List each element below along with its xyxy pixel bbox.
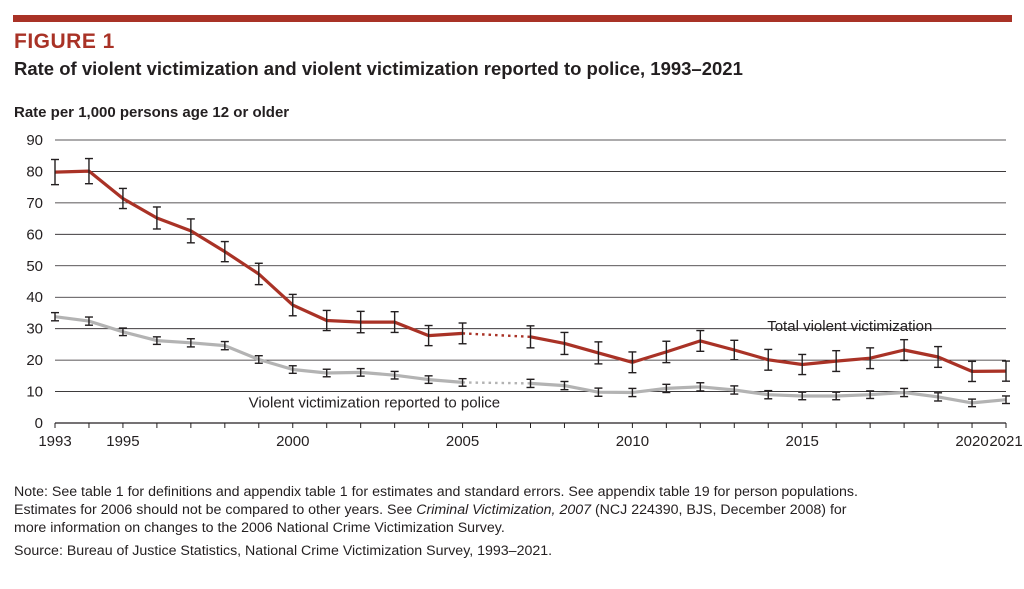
note-line-1: Note: See table 1 for definitions and ap… bbox=[14, 484, 858, 500]
x-tick-label-1995: 1995 bbox=[106, 433, 139, 450]
x-tick-label-2000: 2000 bbox=[276, 433, 309, 450]
line-chart: 0 10 20 30 40 50 60 70 80 90 1993 1995 2000 2005 2010 2… bbox=[26, 132, 1022, 450]
x-tick-label-2020: 2020 bbox=[955, 433, 988, 450]
x-tick-label-2010: 2010 bbox=[616, 433, 649, 450]
series-reported bbox=[51, 311, 1010, 408]
series-total bbox=[51, 157, 1010, 383]
series-label-total: Total violent victimization bbox=[767, 318, 932, 335]
figure-title: Rate of violent victimization and violen… bbox=[14, 58, 743, 79]
y-tick-label-80: 80 bbox=[26, 163, 43, 180]
y-tick-label-70: 70 bbox=[26, 195, 43, 212]
figure-top-rule bbox=[13, 15, 1012, 22]
y-tick-label-0: 0 bbox=[35, 415, 43, 432]
x-tick-label-1993: 1993 bbox=[38, 433, 71, 450]
y-tick-label-60: 60 bbox=[26, 226, 43, 243]
y-tick-label-20: 20 bbox=[26, 352, 43, 369]
y-tick-label-90: 90 bbox=[26, 132, 43, 149]
series-label-reported: Violent victimization reported to police bbox=[249, 395, 501, 412]
note-line-2-end: (NCJ 224390, BJS, December 2008) for bbox=[591, 502, 847, 518]
note-publication-title: Criminal Victimization, 2007 bbox=[416, 502, 592, 518]
figure-notes: Note: See table 1 for definitions and ap… bbox=[14, 483, 1014, 560]
x-tick-label-2015: 2015 bbox=[786, 433, 819, 450]
figure-label: FIGURE 1 bbox=[14, 30, 115, 53]
series-line-segment-1 bbox=[54, 169, 463, 338]
x-tick-label-2005: 2005 bbox=[446, 433, 479, 450]
series-line-segment-1 bbox=[54, 315, 463, 384]
series-gap-dotted-line bbox=[462, 381, 531, 385]
note-line-2: Estimates for 2006 should not be compare… bbox=[14, 501, 1014, 519]
note-line-2-start: Estimates for 2006 should not be compare… bbox=[14, 502, 417, 518]
y-tick-label-30: 30 bbox=[26, 321, 43, 338]
x-tick-label-2021: 2021 bbox=[989, 433, 1022, 450]
y-axis-label: Rate per 1,000 persons age 12 or older bbox=[14, 104, 290, 121]
note-line-3: more information on changes to the 2006 … bbox=[14, 520, 505, 536]
y-tick-label-10: 10 bbox=[26, 384, 43, 401]
series-gap-dotted-line bbox=[462, 332, 531, 339]
y-tick-label-50: 50 bbox=[26, 258, 43, 275]
y-tick-label-40: 40 bbox=[26, 289, 43, 306]
source-line: Source: Bureau of Justice Statistics, Na… bbox=[14, 543, 553, 559]
